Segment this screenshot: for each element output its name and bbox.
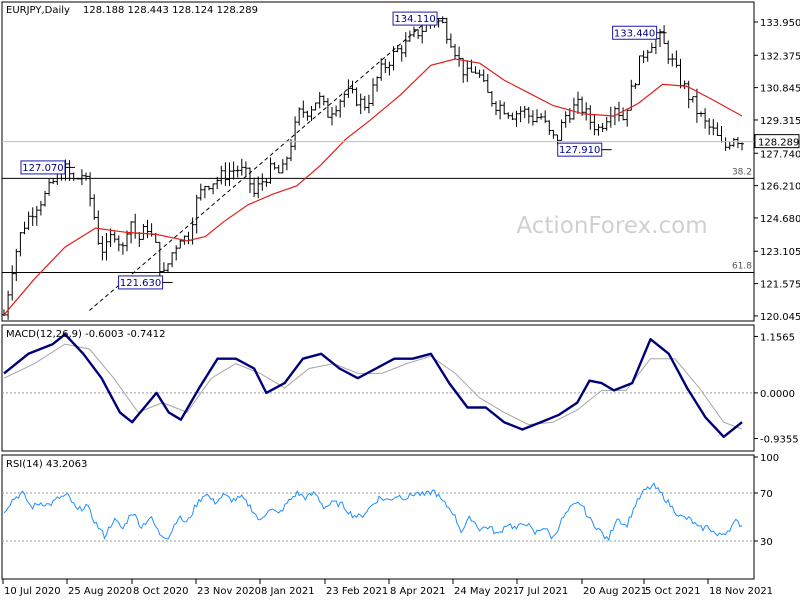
price-tick-label: 127.740 bbox=[760, 149, 800, 160]
macd-tick-label: 0.0000 bbox=[760, 389, 795, 400]
ohlc-readout: 128.188 128.443 128.124 128.289 bbox=[83, 5, 258, 16]
date-tick-label: 23 Nov 2020 bbox=[197, 586, 261, 597]
macd-tick-label: 1.1565 bbox=[760, 332, 795, 343]
symbol-timeframe: EURJPY,Daily bbox=[6, 5, 70, 16]
price-tick-label: 133.950 bbox=[760, 18, 800, 29]
current-price-label: 128.289 bbox=[758, 138, 799, 149]
price-tick-label: 124.680 bbox=[760, 214, 800, 225]
price-tick-label: 121.575 bbox=[760, 280, 800, 291]
date-axis: 10 Jul 2020 25 Aug 2020 8 Oct 2020 23 Nov 2… bbox=[2, 579, 773, 597]
date-tick-label: 8 Jan 2021 bbox=[261, 586, 315, 597]
date-tick-label: 24 May 2021 bbox=[454, 586, 519, 597]
price-bars bbox=[2, 16, 744, 320]
price-pane-frame bbox=[1, 1, 755, 322]
date-tick-label: 8 Apr 2021 bbox=[390, 586, 445, 597]
date-tick-label: 25 Aug 2020 bbox=[68, 586, 132, 597]
rsi-axis: 100 70 30 bbox=[2, 453, 779, 548]
macd-tick-label: -0.9355 bbox=[760, 435, 799, 446]
fib-level-label: 38.2 bbox=[732, 167, 752, 177]
price-level-label: 121.630 bbox=[120, 278, 161, 289]
price-tick-label: 120.045 bbox=[760, 312, 800, 323]
macd-line bbox=[3, 333, 743, 438]
macd-lines bbox=[3, 333, 743, 438]
rsi-pane: 100 70 30 RSI(14) 43.2063 bbox=[1, 453, 779, 580]
trendline bbox=[89, 22, 426, 311]
fib-level-label: 61.8 bbox=[732, 261, 752, 271]
rsi-title: RSI(14) 43.2063 bbox=[6, 459, 87, 470]
rsi-tick-label: 100 bbox=[760, 453, 779, 464]
date-tick-label: 7 Jul 2021 bbox=[518, 586, 568, 597]
price-axis: 133.950 132.375 130.845 129.315 127.740 126.2… bbox=[754, 18, 800, 323]
rsi-tick-label: 30 bbox=[760, 537, 773, 548]
rsi-pane-frame bbox=[1, 454, 755, 580]
price-tick-label: 132.375 bbox=[760, 51, 800, 62]
price-tick-label: 126.210 bbox=[760, 182, 800, 193]
rsi-lines bbox=[3, 482, 743, 542]
date-tick-label: 10 Jul 2020 bbox=[4, 586, 61, 597]
date-tick-label: 23 Feb 2021 bbox=[326, 586, 388, 597]
moving-average-line bbox=[3, 58, 743, 316]
fib-levels: 38.2 61.8 bbox=[2, 167, 754, 273]
watermark: ActionForex.com bbox=[516, 213, 707, 239]
price-annotations: 127.070 121.630 134.110 127.910 133.440 bbox=[20, 11, 667, 290]
price-level-label: 127.070 bbox=[22, 163, 63, 174]
moving-average-group bbox=[3, 58, 743, 316]
current-price-box bbox=[754, 134, 800, 149]
price-level-label: 127.910 bbox=[559, 145, 600, 156]
price-tick-label: 123.105 bbox=[760, 247, 800, 258]
macd-title: MACD(12,26,9) -0.6003 -0.7412 bbox=[6, 329, 166, 340]
macd-signal-line bbox=[3, 343, 743, 430]
date-tick-label: 8 Oct 2020 bbox=[133, 586, 188, 597]
macd-axis: 1.1565 0.0000 -0.9355 bbox=[2, 332, 799, 446]
macd-pane: 1.1565 0.0000 -0.9355 MACD(12,26,9) -0.600… bbox=[1, 324, 799, 452]
date-tick-label: 20 Aug 2021 bbox=[583, 586, 647, 597]
date-tick-label: 5 Oct 2021 bbox=[645, 586, 700, 597]
macd-pane-frame bbox=[1, 324, 755, 452]
trendline-group bbox=[89, 22, 426, 311]
price-level-label: 133.440 bbox=[614, 28, 655, 39]
price-tick-label: 130.845 bbox=[760, 84, 800, 95]
current-price-marker: 128.289 bbox=[2, 134, 800, 149]
price-tick-label: 129.315 bbox=[760, 116, 800, 127]
price-level-label: 134.110 bbox=[394, 14, 435, 25]
rsi-line bbox=[3, 482, 743, 542]
price-pane: ActionForex.com 133.950 132.375 130.845 129… bbox=[1, 1, 800, 323]
date-tick-label: 18 Nov 2021 bbox=[709, 586, 773, 597]
rsi-tick-label: 70 bbox=[760, 489, 773, 500]
